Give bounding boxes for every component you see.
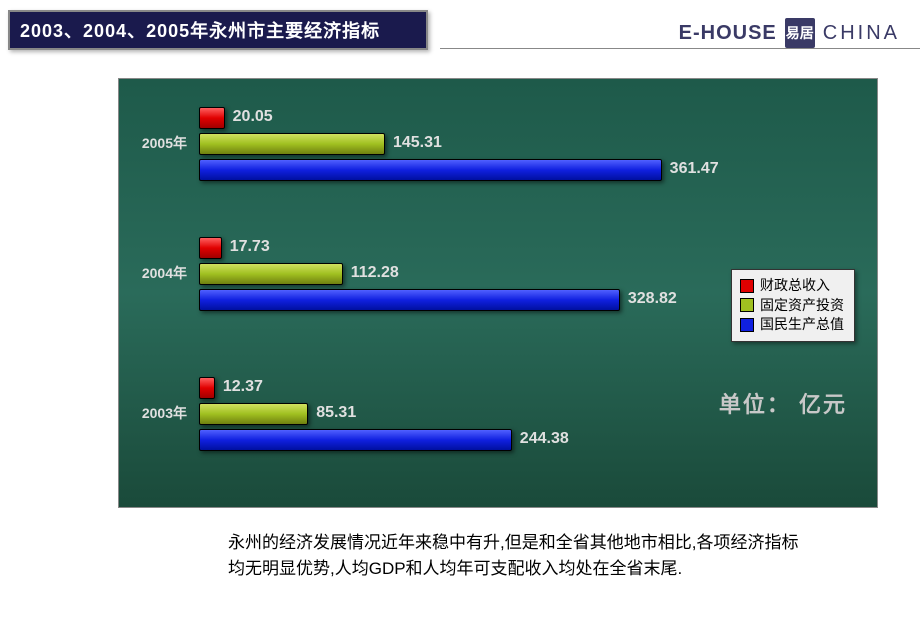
legend-swatch-icon [740, 279, 754, 293]
legend-swatch-icon [740, 318, 754, 332]
legend-label: 固定资产投资 [760, 296, 844, 316]
legend-label: 国民生产总值 [760, 315, 844, 335]
legend-swatch-icon [740, 298, 754, 312]
slide-header: 2003、2004、2005年永州市主要经济指标 E-HOUSE 易居 CHIN… [0, 0, 920, 70]
unit-label: 单位： 亿元 [719, 387, 847, 419]
logo-text-left: E-HOUSE [679, 22, 777, 45]
bar [199, 133, 385, 155]
legend-item: 国民生产总值 [740, 315, 844, 335]
bar-value-label: 145.31 [393, 134, 442, 152]
logo-seal-icon: 易居 [785, 18, 815, 48]
brand-logo: E-HOUSE 易居 CHINA [679, 18, 900, 48]
bar-value-label: 328.82 [628, 290, 677, 308]
bar-value-label: 85.31 [316, 404, 356, 422]
bar [199, 237, 222, 259]
bar-value-label: 17.73 [230, 238, 270, 256]
bar-value-label: 244.38 [520, 430, 569, 448]
chart-legend: 财政总收入固定资产投资国民生产总值 [731, 269, 855, 342]
legend-label: 财政总收入 [760, 276, 830, 296]
bar [199, 403, 308, 425]
bar-value-label: 20.05 [233, 108, 273, 126]
slide-title: 2003、2004、2005年永州市主要经济指标 [20, 17, 380, 43]
bar-value-label: 361.47 [670, 160, 719, 178]
bar-chart: 财政总收入固定资产投资国民生产总值 单位： 亿元 2005年 20.05 145.3… [118, 78, 878, 508]
header-divider [440, 48, 920, 49]
logo-text-right: CHINA [823, 22, 900, 45]
bar [199, 263, 343, 285]
y-axis-label: 2005年 [127, 133, 187, 153]
legend-item: 固定资产投资 [740, 296, 844, 316]
y-axis-label: 2003年 [127, 403, 187, 423]
bar-value-label: 112.28 [351, 264, 399, 282]
footer-caption: 永州的经济发展情况近年来稳中有升,但是和全省其他地市相比,各项经济指标均无明显优… [228, 530, 808, 581]
legend-item: 财政总收入 [740, 276, 844, 296]
bar [199, 289, 620, 311]
bar [199, 159, 662, 181]
bar [199, 107, 225, 129]
bar [199, 429, 512, 451]
y-axis-label: 2004年 [127, 263, 187, 283]
title-box: 2003、2004、2005年永州市主要经济指标 [8, 10, 428, 50]
bar-value-label: 12.37 [223, 378, 263, 396]
bar [199, 377, 215, 399]
